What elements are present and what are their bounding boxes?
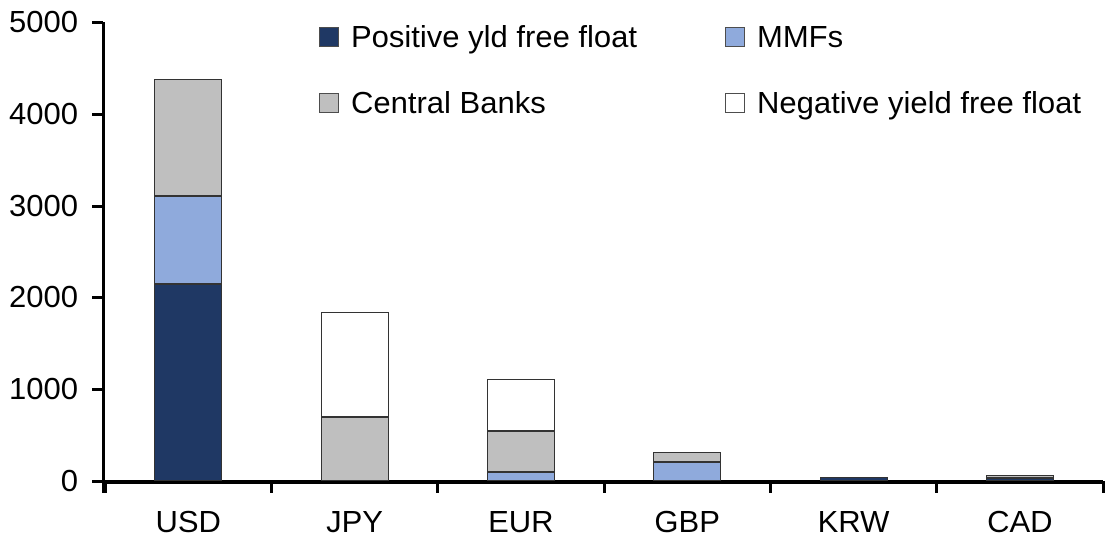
legend-swatch-icon-mmfs xyxy=(725,27,745,47)
legend-item-central-banks: Central Banks xyxy=(319,87,546,119)
y-axis-tick-label: 0 xyxy=(60,463,78,498)
y-axis-line xyxy=(102,22,105,493)
x-category-label-usd: USD xyxy=(155,504,221,539)
x-tick-mark xyxy=(768,481,772,493)
legend-label: Central Banks xyxy=(351,85,546,120)
x-tick-mark xyxy=(935,481,939,493)
bar-segment-krw-positive-yld-free-float xyxy=(819,477,888,481)
y-tick-mark xyxy=(92,480,103,483)
bar-segment-jpy-negative-yield-free-float xyxy=(320,312,389,417)
legend-swatch-icon-negative-yield-free-float xyxy=(725,93,745,113)
y-tick-mark xyxy=(92,296,103,300)
bar-segment-jpy-central-banks xyxy=(320,416,389,481)
legend-label: MMFs xyxy=(757,19,844,54)
bar-segment-eur-mmfs xyxy=(486,471,555,481)
y-tick-mark xyxy=(92,388,103,392)
legend-swatch-icon-positive-yld-free-float xyxy=(319,27,339,47)
x-tick-mark xyxy=(436,481,440,493)
y-tick-mark xyxy=(92,204,103,208)
legend-item-negative-yield-free-float: Negative yield free float xyxy=(725,87,1081,119)
x-tick-mark xyxy=(269,481,273,493)
y-tick-mark xyxy=(92,21,103,24)
legend-item-mmfs: MMFs xyxy=(725,21,843,53)
bar-segment-usd-positive-yld-free-float xyxy=(154,283,223,481)
y-axis-tick-label: 3000 xyxy=(9,187,78,223)
bar-segment-cad-central-banks xyxy=(985,475,1054,479)
y-axis-tick-label: 2000 xyxy=(9,279,78,315)
legend-label: Positive yld free float xyxy=(351,19,638,54)
y-axis-tick-label: 1000 xyxy=(9,371,78,407)
y-axis-tick-label: 5000 xyxy=(9,4,78,39)
x-category-label-eur: EUR xyxy=(488,504,554,539)
x-tick-mark xyxy=(602,481,606,493)
y-tick-mark xyxy=(92,112,103,116)
x-category-label-jpy: JPY xyxy=(326,504,383,539)
x-tick-mark xyxy=(103,481,107,493)
bar-segment-eur-central-banks xyxy=(486,431,555,472)
x-category-label-krw: KRW xyxy=(817,504,890,539)
bar-segment-eur-negative-yield-free-float xyxy=(486,379,555,432)
bar-segment-usd-central-banks xyxy=(154,78,223,197)
y-axis-tick-label: 4000 xyxy=(9,95,78,131)
x-tick-mark xyxy=(1101,481,1105,493)
legend-label: Negative yield free float xyxy=(757,85,1081,120)
bar-segment-cad-positive-yld-free-float xyxy=(985,478,1054,481)
bar-segment-gbp-central-banks xyxy=(653,451,722,462)
legend-swatch-icon-central-banks xyxy=(319,93,339,113)
x-category-label-cad: CAD xyxy=(987,504,1053,539)
legend-item-positive-yld-free-float: Positive yld free float xyxy=(319,21,637,53)
bar-segment-gbp-mmfs xyxy=(653,461,722,481)
x-category-label-gbp: GBP xyxy=(654,504,720,539)
bar-segment-usd-mmfs xyxy=(154,196,223,284)
